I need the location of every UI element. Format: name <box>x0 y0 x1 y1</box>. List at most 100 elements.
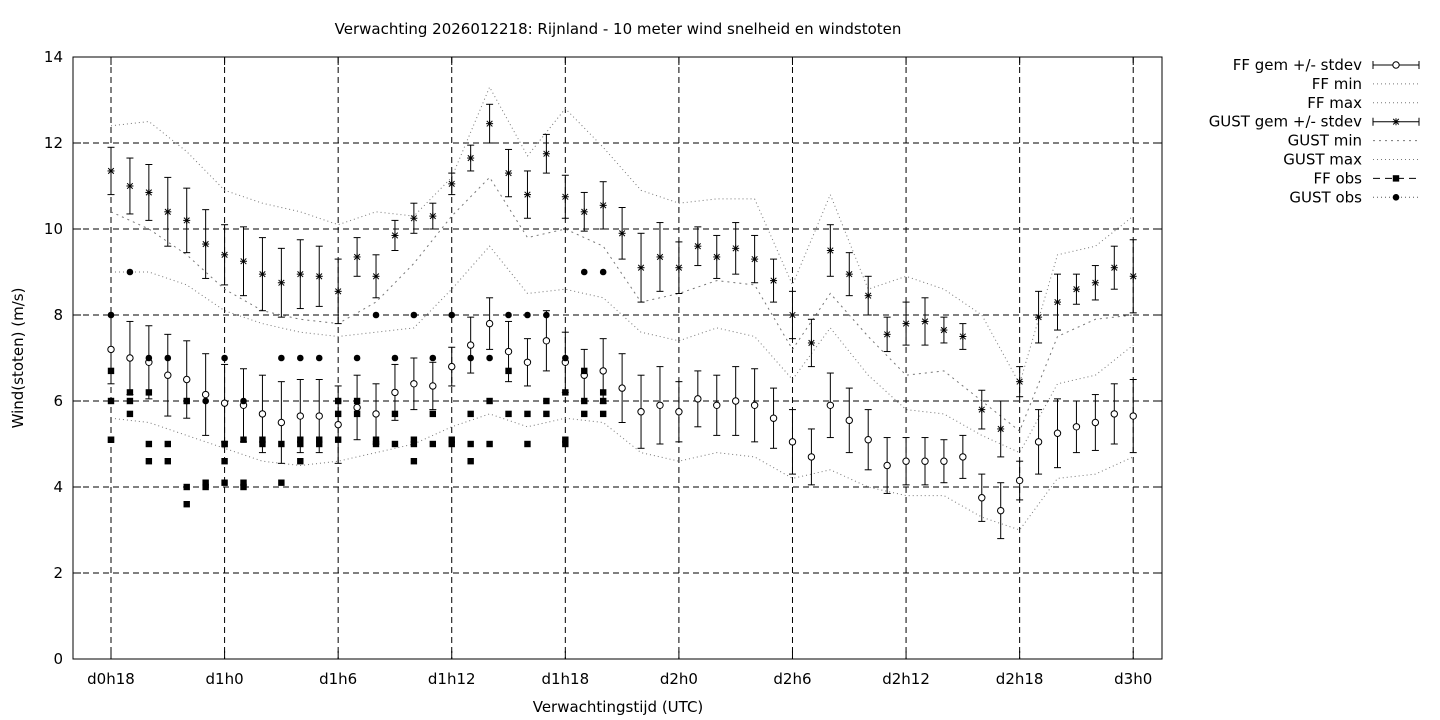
gust-obs-point <box>126 268 134 276</box>
gust-mean-point <box>1072 285 1080 293</box>
ff-mean-point <box>391 388 399 397</box>
ff-mean-point <box>1129 412 1137 420</box>
gust-mean-point <box>751 255 759 263</box>
ff-obs-point <box>524 410 531 418</box>
x-tick-label: d1h0 <box>206 670 244 688</box>
gust-mean-point <box>410 214 418 222</box>
ff-obs-point <box>183 483 190 491</box>
x-tick-label: d2h12 <box>882 670 930 688</box>
ff-mean-point <box>448 362 456 371</box>
ff-mean-point <box>277 418 286 427</box>
ff-mean-point <box>1053 429 1062 437</box>
gust-obs-point <box>164 354 172 362</box>
gust-mean-point <box>107 167 115 175</box>
ff-obs-point <box>410 436 418 443</box>
ff-obs-point <box>240 479 247 486</box>
ff-mean-point <box>353 403 361 412</box>
ff-mean-point <box>164 371 172 379</box>
gust-obs-point <box>410 311 418 319</box>
ff-obs-point <box>581 410 588 418</box>
ff-obs-point <box>562 440 569 448</box>
ff-obs-point <box>240 436 247 443</box>
ff-min-line <box>110 413 1134 531</box>
ff-obs-point <box>448 436 455 443</box>
ff-obs-point <box>221 479 228 486</box>
ff-obs-point <box>543 410 550 418</box>
ff-mean-point <box>542 337 551 345</box>
ff-mean-point <box>618 384 626 392</box>
gust-obs-point <box>599 268 607 276</box>
gust-mean-point <box>599 201 607 209</box>
gust-obs-point <box>543 311 550 319</box>
ff-mean-point <box>183 375 191 384</box>
ff-obs-point <box>126 389 134 396</box>
gust-obs-point <box>278 354 285 362</box>
gust-obs-point <box>297 354 304 362</box>
gust-mean-point <box>656 253 664 261</box>
y-tick-label: 10 <box>44 220 63 238</box>
ff-mean-point <box>1015 476 1024 485</box>
ff-obs-point <box>240 483 247 491</box>
gust-obs-point <box>221 354 228 362</box>
gust-mean-point <box>334 287 342 295</box>
ff-obs-point <box>107 367 115 375</box>
gust-mean-point <box>826 247 834 254</box>
gust-mean-point <box>391 231 399 239</box>
gust-mean-point <box>1054 298 1061 306</box>
ff-obs-point <box>562 389 569 396</box>
x-tick-label: d1h6 <box>319 670 357 688</box>
ff-obs-point <box>278 440 285 448</box>
y-axis-label: Wind(stoten) (m/s) <box>9 288 27 429</box>
gust-mean-point <box>505 169 513 177</box>
gust-obs-point <box>429 354 437 362</box>
gust-mean-point <box>637 264 645 272</box>
ff-obs-point <box>297 458 304 465</box>
x-tick-label: d2h18 <box>996 670 1044 688</box>
ff-mean-point <box>637 408 645 416</box>
gust-mean-point <box>429 212 437 220</box>
y-tick-label: 8 <box>53 306 63 324</box>
ff-obs-point <box>202 483 209 491</box>
x-tick-label: d3h0 <box>1114 670 1152 688</box>
ff-obs-point <box>467 410 474 418</box>
ff-mean-point <box>902 457 910 465</box>
ff-obs-point <box>297 440 304 448</box>
gust-max-line <box>110 85 1134 386</box>
gust-mean-point <box>788 311 796 319</box>
ff-mean-point <box>959 453 967 461</box>
legend-label: FF obs <box>1313 169 1362 187</box>
ff-mean-point <box>1034 438 1043 446</box>
gust-obs-point <box>524 311 531 319</box>
legend-label: GUST max <box>1283 151 1362 169</box>
ff-obs-point <box>391 410 399 418</box>
y-tick-label: 0 <box>53 650 63 668</box>
ff-mean-point <box>883 461 891 470</box>
ff-mean-point <box>921 457 929 465</box>
gust-obs-point <box>202 397 209 405</box>
legend-label: GUST gem +/- stdev <box>1209 113 1362 131</box>
gust-mean-point <box>978 406 986 414</box>
legend-label: FF max <box>1307 94 1362 112</box>
ff-obs-point <box>429 440 437 448</box>
y-tick-label: 12 <box>44 134 63 152</box>
ff-mean-point <box>504 347 513 356</box>
ff-mean-point <box>769 414 778 422</box>
grid-lines <box>73 57 1162 659</box>
gust-mean-point <box>580 208 588 216</box>
gust-obs-point <box>486 354 493 362</box>
gust-mean-point <box>202 240 210 248</box>
ff-obs-point <box>524 440 531 448</box>
x-tick-label: d2h6 <box>773 670 811 688</box>
gust-obs-point <box>372 311 380 319</box>
ff-obs-point <box>278 479 285 486</box>
plot-frame <box>72 56 1163 660</box>
legend-square-marker <box>1392 175 1400 182</box>
x-tick-label: d0h18 <box>87 670 135 688</box>
gust-mean-point <box>372 272 380 280</box>
ff-mean-point <box>1072 423 1081 431</box>
ff-obs-point <box>486 440 493 448</box>
ff-mean-point <box>978 494 986 502</box>
ff-obs-point <box>145 440 153 448</box>
ff-obs-point <box>505 367 512 375</box>
